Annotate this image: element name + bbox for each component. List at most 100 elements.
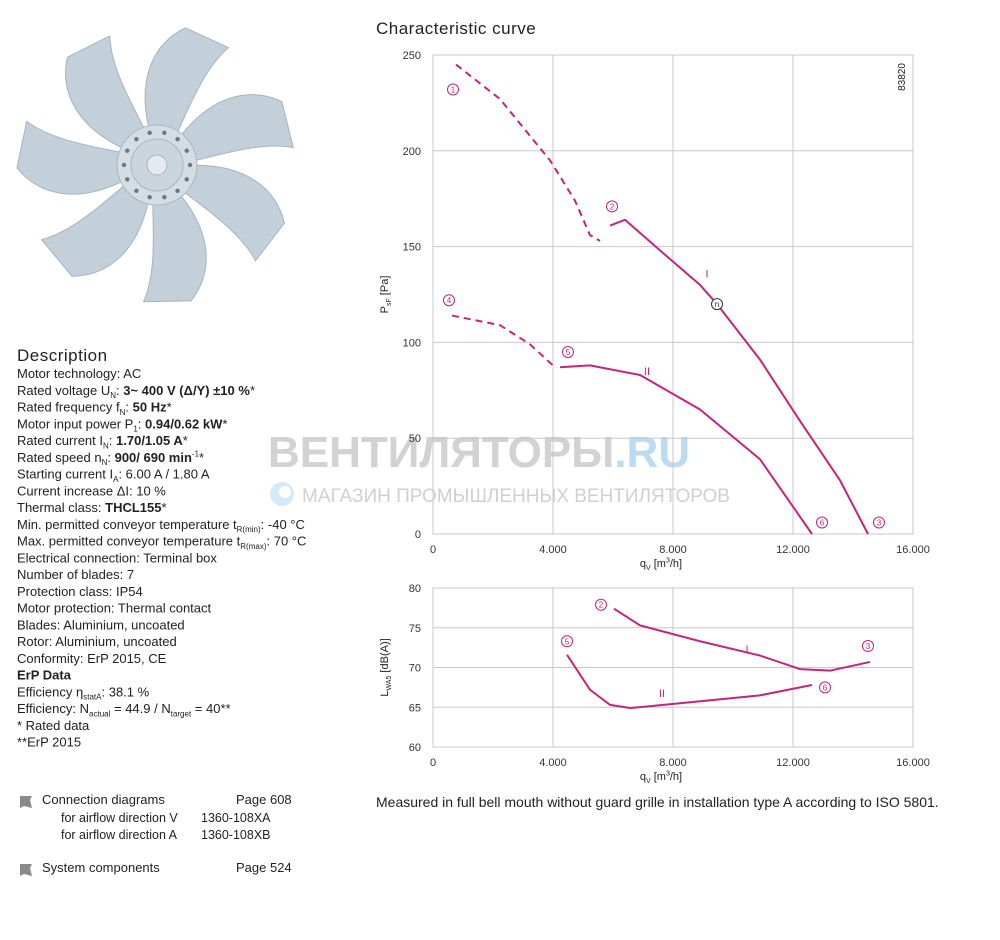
link-code[interactable]: 1360-108XB bbox=[201, 828, 271, 842]
x-tick-label: 4.000 bbox=[539, 544, 567, 556]
fan-blade bbox=[142, 193, 207, 303]
text-run: Thermal class: bbox=[17, 500, 105, 515]
point-marker-label: n bbox=[715, 300, 719, 309]
y-tick-label: 70 bbox=[409, 663, 421, 675]
text-run: Electrical connection: Terminal box bbox=[17, 550, 217, 565]
curve-label: I bbox=[705, 268, 708, 280]
text-run: V bbox=[646, 565, 651, 572]
y-tick-label: 100 bbox=[403, 337, 421, 349]
y-axis-label: PsF [Pa] bbox=[379, 276, 393, 314]
text-run: [Pa] bbox=[379, 276, 391, 299]
text-run: : 70 °C bbox=[266, 534, 306, 549]
text-run: THCL155 bbox=[105, 500, 161, 515]
fan-bolt bbox=[147, 194, 152, 200]
point-marker bbox=[862, 640, 874, 653]
point-marker bbox=[606, 200, 619, 213]
link-item[interactable]: for airflow direction V bbox=[61, 811, 178, 825]
text-run: * Rated data bbox=[17, 718, 90, 733]
text-run: sF bbox=[386, 298, 393, 306]
text-run: [m bbox=[651, 771, 666, 783]
text-run: * bbox=[183, 433, 188, 448]
x-tick-label: 12.000 bbox=[776, 757, 810, 769]
description-line: Efficiency: Nactual = 44.9 / Ntarget = 4… bbox=[17, 701, 231, 718]
text-run: * bbox=[222, 416, 227, 431]
fan-bolt bbox=[175, 188, 180, 194]
links: Connection diagrams Page 608 for airflow d… bbox=[20, 792, 292, 876]
point-marker-label: 3 bbox=[877, 519, 882, 528]
y-tick-label: 150 bbox=[403, 242, 421, 254]
text-run: : -40 °C bbox=[261, 517, 305, 532]
text-run: N bbox=[120, 408, 126, 417]
description-line: Rated voltage UN: 3~ 400 V (Δ/Y) ±10 %* bbox=[17, 383, 255, 400]
text-run: P bbox=[379, 306, 391, 313]
description-line: Current increase ΔI: 10 % bbox=[17, 483, 166, 498]
point-marker-label: 6 bbox=[823, 683, 828, 692]
x-tick-label: 4.000 bbox=[539, 757, 567, 769]
description-line: Motor input power P1: 0.94/0.62 kW* bbox=[17, 416, 227, 433]
fan-blade bbox=[16, 120, 125, 195]
watermark-domain: .RU bbox=[614, 428, 690, 477]
description-line: Min. permitted conveyor temperature tR(m… bbox=[17, 517, 305, 534]
point-marker-label: 5 bbox=[566, 348, 571, 357]
text-run: 0.94/0.62 kW bbox=[145, 416, 223, 431]
text-run: R(min) bbox=[237, 525, 261, 534]
fan-bolt bbox=[134, 136, 139, 142]
x-axis-label: qV [m3/h] bbox=[640, 771, 682, 785]
fan-bolt bbox=[175, 136, 180, 142]
link-arrow bbox=[20, 864, 32, 876]
text-run: Rated current I bbox=[17, 433, 103, 448]
description-line: Thermal class: THCL155* bbox=[17, 500, 167, 515]
text-run: Current increase ΔI: 10 % bbox=[17, 483, 166, 498]
text-run: : 38.1 % bbox=[101, 684, 149, 699]
text-run: Motor protection: Thermal contact bbox=[17, 601, 212, 616]
text-run: Motor technology: AC bbox=[17, 366, 141, 381]
description-line: ErP Data bbox=[17, 668, 72, 683]
fan-bolt bbox=[134, 188, 139, 194]
point-marker bbox=[873, 516, 886, 529]
text-run: R(max) bbox=[240, 542, 267, 551]
text-run: : bbox=[116, 383, 123, 398]
fan-hub bbox=[146, 154, 168, 176]
y-tick-label: 60 bbox=[409, 742, 421, 754]
text-run: * bbox=[199, 450, 204, 465]
point-marker-label: 2 bbox=[599, 601, 604, 610]
text-run: /h] bbox=[670, 771, 682, 783]
curve-label: II bbox=[644, 366, 650, 378]
fan-blade bbox=[40, 183, 150, 277]
point-marker-label: 1 bbox=[451, 85, 456, 94]
point-marker-label: 3 bbox=[866, 642, 871, 651]
link-arrow bbox=[20, 796, 32, 808]
drawing-code: 83820 bbox=[897, 63, 908, 91]
text-run: Motor input power P bbox=[17, 416, 133, 431]
link-page[interactable]: Page 608 bbox=[236, 792, 292, 807]
link-code[interactable]: 1360-108XA bbox=[201, 811, 271, 825]
text-run: Rated voltage U bbox=[17, 383, 110, 398]
point-marker-label: 6 bbox=[820, 519, 825, 528]
text-run: Rated frequency f bbox=[17, 400, 120, 415]
description-line: Motor technology: AC bbox=[17, 366, 141, 381]
y-tick-label: 50 bbox=[409, 433, 421, 445]
link-title[interactable]: Connection diagrams bbox=[42, 792, 165, 807]
link-title[interactable]: System components bbox=[42, 860, 160, 875]
text-run: [dB(A)] bbox=[379, 638, 391, 675]
text-run: Efficiency η bbox=[17, 684, 83, 699]
description-line: Starting current IA: 6.00 A / 1.80 A bbox=[17, 467, 210, 484]
curve-label: II bbox=[659, 688, 665, 700]
text-run: 3 bbox=[666, 771, 670, 778]
curve bbox=[566, 654, 813, 710]
point-marker-label: 2 bbox=[610, 202, 615, 211]
description-line: Rated speed nN: 900/ 690 min-1* bbox=[17, 450, 204, 467]
y-tick-label: 75 bbox=[409, 623, 421, 635]
fan-bolt bbox=[147, 130, 152, 136]
text-run: **ErP 2015 bbox=[17, 735, 81, 750]
link-item[interactable]: for airflow direction A bbox=[61, 828, 178, 842]
text-run: Blades: Aluminium, uncoated bbox=[17, 617, 185, 632]
caption: Measured in full bell mouth without guar… bbox=[376, 794, 939, 810]
description-line: Electrical connection: Terminal box bbox=[17, 550, 217, 565]
fan-bolt bbox=[121, 162, 127, 168]
x-tick-label: 0 bbox=[430, 544, 436, 556]
text-run: V bbox=[646, 778, 651, 785]
text-run: = 40** bbox=[191, 701, 230, 716]
link-page[interactable]: Page 524 bbox=[236, 860, 292, 875]
